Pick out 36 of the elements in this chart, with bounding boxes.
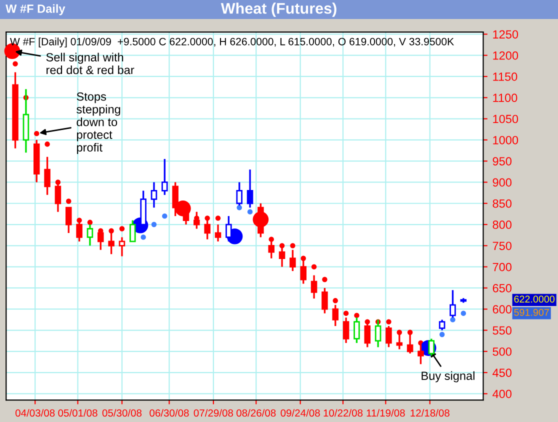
- y-tick-label: 1250: [493, 30, 518, 39]
- y-tick-label: 1100: [493, 94, 518, 102]
- y-tick-label: 1150: [493, 72, 518, 81]
- x-tick-label: 04/03/08: [16, 409, 55, 417]
- x-tick-label: 06/30/08: [150, 409, 189, 417]
- x-tick-label: 12/18/08: [410, 409, 450, 417]
- x-tick-label: 11/19/08: [366, 409, 405, 417]
- y-tick-label: 400: [492, 390, 512, 398]
- annotation: Sell signal with red dot & red bar: [46, 52, 134, 74]
- y-tick-label: 1000: [493, 136, 518, 144]
- y-tick-label: 1050: [493, 114, 518, 124]
- text: W #F Daily: [6, 4, 66, 16]
- y-tick-label: 800: [492, 220, 512, 229]
- text: 622.0000: [514, 296, 555, 303]
- annotation: Buy signal: [422, 371, 474, 382]
- y-tick-label: 600: [492, 305, 512, 314]
- y-tick-label: 850: [492, 199, 512, 208]
- text: 591.907: [514, 308, 549, 316]
- y-tick-label: 500: [492, 347, 512, 356]
- annotation: Stops stepping down to protect profit: [76, 92, 120, 154]
- x-tick-label: 07/29/08: [194, 409, 233, 417]
- x-tick-label: 10/22/08: [324, 409, 363, 417]
- x-tick-label: 05/30/08: [102, 409, 142, 417]
- y-tick-label: 650: [492, 284, 512, 292]
- y-tick-label: 750: [492, 242, 512, 250]
- y-tick-label: 450: [492, 368, 512, 377]
- y-tick-label: 700: [492, 262, 512, 272]
- chart-title: Wheat (Futures): [220, 2, 336, 17]
- y-tick-label: 900: [492, 178, 512, 187]
- y-tick-label: 950: [492, 157, 512, 166]
- chart-subtitle: W #F [Daily] 01/09/09 +9.5000 C 622.0000, H 626.0000, L 615.0000, O 619.0000, V 33.9500K: [10, 38, 454, 48]
- x-tick-label: 09/24/08: [280, 409, 320, 417]
- y-tick-label: 1200: [493, 51, 518, 60]
- x-tick-label: 08/26/08: [236, 409, 276, 417]
- y-tick-label: 550: [492, 326, 512, 335]
- x-tick-label: 05/01/08: [58, 409, 98, 417]
